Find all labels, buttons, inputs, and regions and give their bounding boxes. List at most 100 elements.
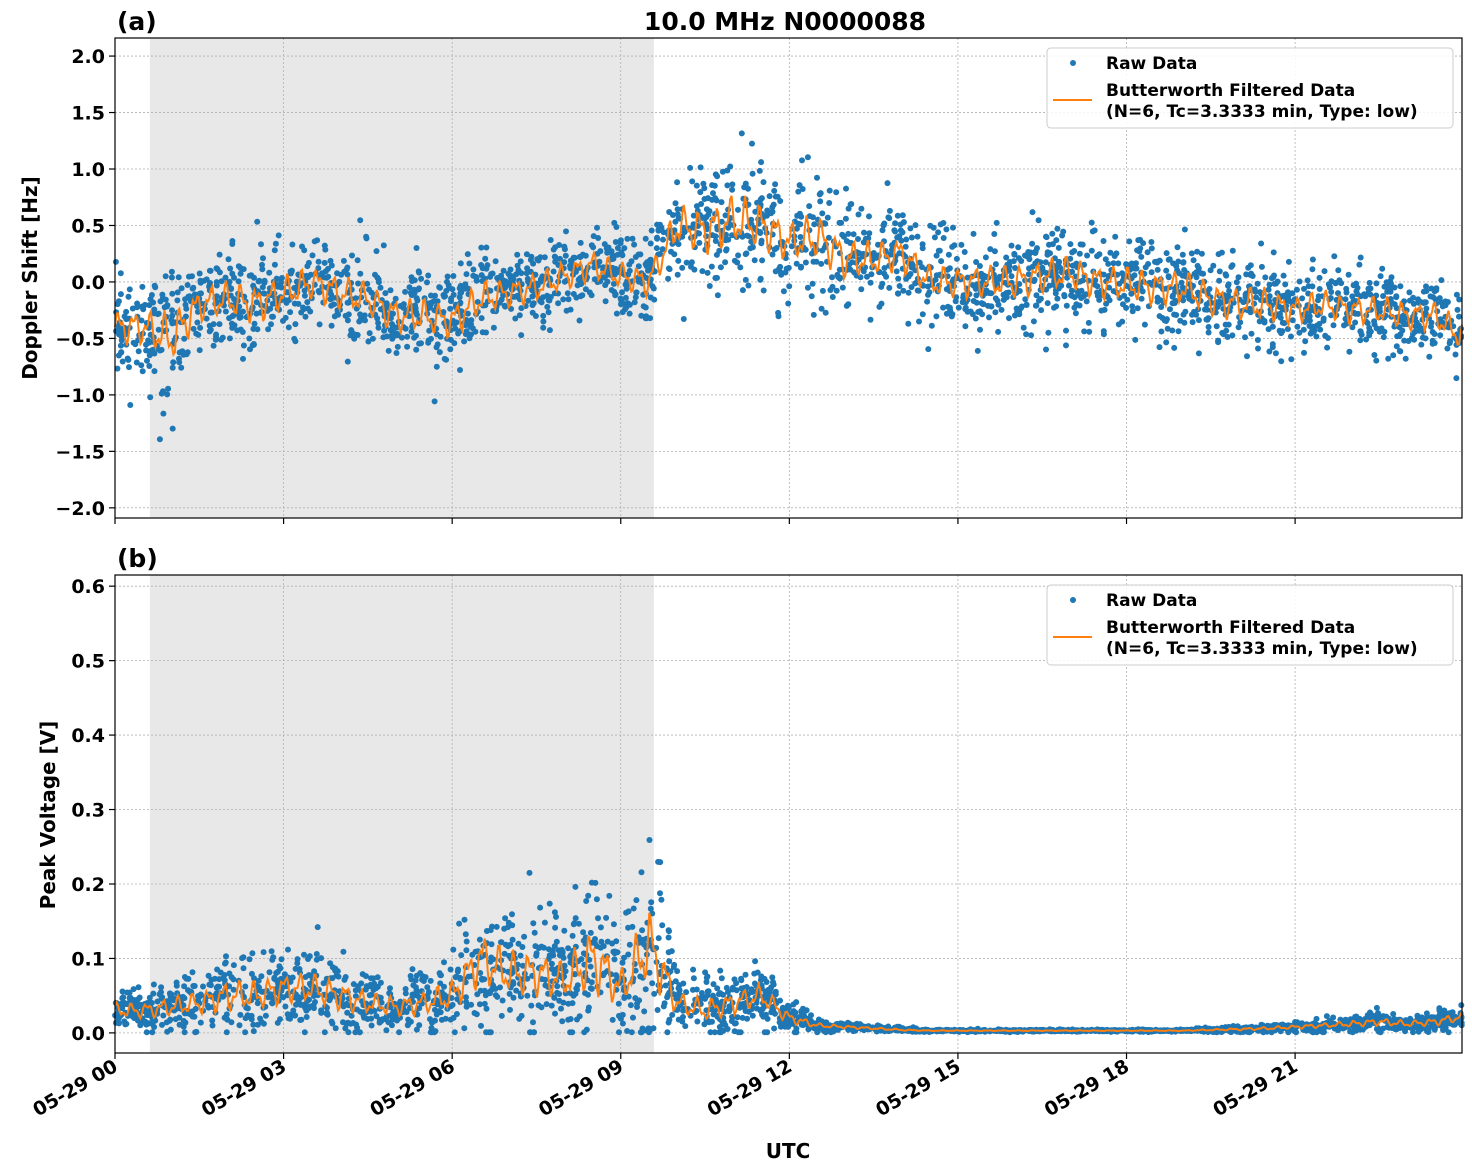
raw-data-point xyxy=(881,265,888,271)
raw-data-point xyxy=(940,304,947,311)
raw-data-point xyxy=(876,303,883,310)
raw-data-point xyxy=(772,991,779,998)
raw-data-point xyxy=(903,236,910,243)
raw-data-point xyxy=(752,208,759,215)
raw-data-point xyxy=(1320,1029,1327,1036)
raw-data-point xyxy=(168,274,175,281)
night-shading xyxy=(149,575,654,1053)
raw-data-point xyxy=(899,212,906,219)
raw-data-point xyxy=(626,310,633,317)
raw-data-point xyxy=(615,1000,622,1007)
raw-data-point xyxy=(1194,289,1201,296)
raw-data-point xyxy=(261,277,268,284)
raw-data-point xyxy=(122,1021,129,1028)
raw-data-point xyxy=(1222,321,1229,328)
raw-data-point xyxy=(444,273,451,280)
raw-data-point xyxy=(1011,312,1018,319)
raw-data-point xyxy=(706,283,713,289)
raw-data-point xyxy=(501,950,508,957)
raw-data-point xyxy=(993,275,1000,282)
raw-data-point xyxy=(328,322,335,329)
raw-data-point xyxy=(123,316,130,323)
raw-data-point xyxy=(237,270,244,277)
raw-data-point xyxy=(285,946,291,953)
raw-data-point xyxy=(905,289,912,296)
raw-data-point xyxy=(418,275,425,282)
raw-data-point xyxy=(590,244,597,251)
raw-data-point xyxy=(628,1029,635,1036)
raw-data-point xyxy=(560,296,567,303)
raw-data-point xyxy=(822,309,829,316)
raw-data-point xyxy=(804,284,811,291)
raw-data-point xyxy=(850,231,857,238)
raw-data-point xyxy=(266,269,273,276)
raw-data-point xyxy=(894,290,901,297)
raw-data-point xyxy=(1330,322,1337,329)
raw-data-point xyxy=(483,1029,490,1036)
raw-data-point xyxy=(1120,301,1126,308)
raw-data-point xyxy=(819,247,826,254)
raw-data-point xyxy=(1391,284,1398,291)
raw-data-point xyxy=(674,271,681,278)
raw-data-point xyxy=(1158,304,1165,310)
raw-data-point xyxy=(531,1029,537,1036)
raw-data-point xyxy=(1456,296,1463,303)
raw-data-point xyxy=(651,296,658,303)
raw-data-point xyxy=(619,959,626,966)
raw-data-point xyxy=(624,1028,631,1034)
raw-data-point xyxy=(1165,273,1172,280)
raw-data-point xyxy=(134,304,140,311)
raw-data-point xyxy=(551,994,558,1001)
raw-data-point xyxy=(240,342,247,349)
raw-data-point xyxy=(1240,299,1247,306)
raw-data-point xyxy=(450,291,457,298)
raw-data-point xyxy=(1205,324,1212,330)
raw-data-point xyxy=(182,1019,189,1026)
raw-data-point xyxy=(468,331,474,338)
raw-data-point xyxy=(416,1005,423,1012)
raw-data-point xyxy=(641,1008,648,1015)
raw-data-point xyxy=(1105,260,1112,267)
raw-data-point xyxy=(483,244,490,251)
raw-data-point xyxy=(447,305,454,312)
raw-data-point xyxy=(554,983,561,990)
raw-data-point xyxy=(224,1016,231,1023)
raw-data-point xyxy=(588,292,595,299)
raw-data-point xyxy=(190,983,197,989)
raw-data-point xyxy=(270,954,277,961)
raw-data-point xyxy=(1180,259,1187,266)
raw-data-point xyxy=(795,188,802,195)
raw-data-point xyxy=(830,1028,837,1035)
raw-data-point xyxy=(880,222,887,229)
raw-data-point xyxy=(1296,278,1303,285)
raw-data-point xyxy=(1169,327,1176,334)
raw-data-point xyxy=(1124,296,1131,303)
raw-data-point xyxy=(1008,273,1015,280)
raw-data-point xyxy=(1373,280,1380,287)
raw-data-point xyxy=(552,924,559,931)
raw-data-point xyxy=(1316,286,1323,292)
raw-data-point xyxy=(1390,1011,1397,1017)
raw-data-point xyxy=(1309,266,1316,273)
raw-data-point xyxy=(275,232,282,239)
raw-data-point xyxy=(1206,286,1213,292)
raw-data-point xyxy=(344,317,351,324)
raw-data-point xyxy=(979,311,986,318)
raw-data-point xyxy=(771,1025,778,1032)
raw-data-point xyxy=(1265,286,1272,293)
raw-data-point xyxy=(305,274,311,281)
raw-data-point xyxy=(618,297,625,304)
raw-data-point xyxy=(665,275,672,282)
raw-data-point xyxy=(236,1022,243,1029)
raw-data-point xyxy=(135,348,142,355)
raw-data-point xyxy=(834,271,841,278)
raw-data-point xyxy=(266,969,273,976)
raw-data-point xyxy=(883,273,890,280)
raw-data-point xyxy=(457,367,463,373)
raw-data-point xyxy=(406,284,413,291)
raw-data-point xyxy=(1073,301,1080,308)
raw-data-point xyxy=(698,201,705,207)
raw-data-point xyxy=(1393,294,1400,301)
raw-data-point xyxy=(908,260,915,267)
raw-data-point xyxy=(1079,277,1086,284)
